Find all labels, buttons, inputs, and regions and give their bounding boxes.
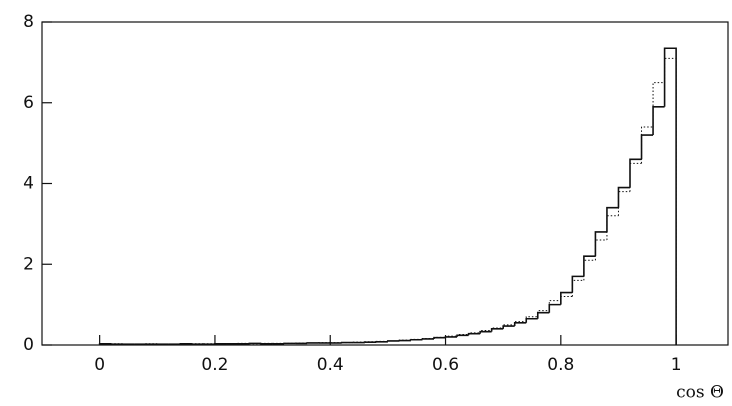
x-tick-label: 0.2 <box>201 355 228 375</box>
histogram-step <box>456 334 469 337</box>
histogram-step <box>583 259 596 281</box>
histogram-step <box>421 338 434 340</box>
y-tick-label: 4 <box>23 174 34 194</box>
histogram-step <box>502 324 515 329</box>
histogram-step <box>537 310 550 317</box>
y-tick-label: 8 <box>23 12 34 32</box>
histogram-step <box>594 239 607 261</box>
histogram-step <box>548 303 561 313</box>
histogram-step <box>663 47 677 345</box>
histogram-step <box>571 275 584 293</box>
x-tick-label: 1 <box>671 355 682 375</box>
histogram-step <box>560 296 573 301</box>
x-tick-label: 0.6 <box>432 355 459 375</box>
histogram-step <box>421 338 434 340</box>
histogram-step <box>606 206 619 232</box>
histogram-step <box>652 82 665 127</box>
histogram-step <box>456 334 469 337</box>
histogram-step <box>387 340 400 342</box>
histogram-step <box>491 327 504 331</box>
histogram-step <box>583 255 596 277</box>
y-tick-label: 2 <box>23 254 34 274</box>
histogram-step <box>490 328 504 332</box>
x-tick-label: 0.8 <box>547 355 574 375</box>
histogram-step <box>606 215 619 241</box>
histogram-step <box>640 134 654 160</box>
histogram-step <box>525 317 538 323</box>
histogram-step <box>514 321 527 325</box>
histogram-step <box>536 311 550 319</box>
histogram-step <box>444 336 458 338</box>
histogram-step <box>99 343 112 345</box>
x-tick-label: 0 <box>94 355 105 375</box>
histogram-step <box>525 316 538 322</box>
histogram-step <box>479 330 492 334</box>
histogram-step <box>445 335 458 338</box>
histogram-step <box>433 336 446 339</box>
histogram-step <box>548 300 561 311</box>
histogram-step <box>398 339 411 341</box>
plot-frame <box>41 21 729 346</box>
histogram-step <box>410 338 423 341</box>
histogram-step <box>594 231 607 257</box>
histogram-step <box>479 329 492 333</box>
x-tick-label: 0.4 <box>317 355 344 375</box>
histogram-step <box>629 158 642 188</box>
histogram-step <box>468 332 481 335</box>
histogram-step <box>433 336 446 339</box>
histogram-step <box>641 126 654 164</box>
histogram-step <box>652 105 665 136</box>
histogram-step <box>502 325 515 329</box>
histogram-step <box>467 332 481 336</box>
histogram-step <box>560 291 573 305</box>
histogram-step <box>629 162 642 192</box>
x-axis-label: cos Θ <box>676 383 724 403</box>
histogram-step <box>664 57 677 345</box>
histogram-step <box>617 186 630 208</box>
y-tick-label: 6 <box>23 93 34 113</box>
y-tick-label: 0 <box>23 335 34 355</box>
histogram-step <box>410 338 423 341</box>
histogram-step <box>571 279 584 297</box>
histogram-step <box>513 321 527 327</box>
histogram-step <box>617 191 630 216</box>
